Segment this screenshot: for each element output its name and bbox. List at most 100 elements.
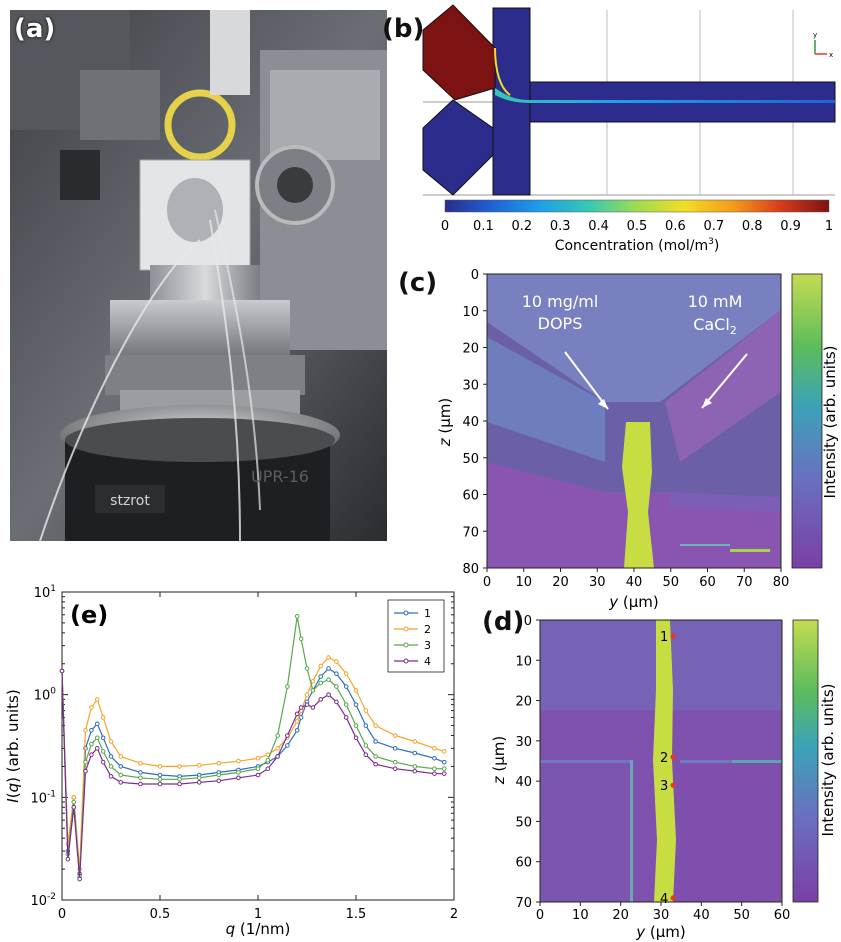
series-1-point-33: [432, 755, 437, 761]
series-2-point-8: [108, 739, 114, 744]
map-d-y-tick-7: 70: [515, 896, 532, 911]
map-c-y-tick-2: 20: [462, 342, 479, 357]
series-2-point-24: [318, 663, 324, 669]
series-4-point-4: [83, 768, 88, 774]
map-c-y-tick-0: 0: [471, 268, 479, 283]
experiment-photo-illustration: stzrot UPR-16: [10, 10, 387, 541]
series-4-point-5: [89, 752, 94, 758]
concentration-label: Concentration (mol/m3): [555, 237, 720, 254]
series-3-point-27: [343, 702, 349, 707]
series-2-point-18: [275, 746, 280, 751]
stage-label-stzrot: stzrot: [110, 493, 150, 509]
series-1-point-27: [343, 684, 349, 689]
series-1-point-30: [373, 739, 378, 744]
map-d-y-label: z (μm): [490, 736, 508, 786]
concentration-tick-4: 0.4: [588, 219, 609, 234]
chart-ticks: 0 0.5 1 1.5 2 10-2 10-1 100 101: [30, 584, 458, 922]
series-4-point-21: [298, 705, 304, 710]
chart-y-tick-3: 101: [34, 584, 56, 601]
map-c-x-tick-8: 80: [773, 575, 790, 590]
series-4-point-29: [363, 752, 369, 758]
series-4-point-23: [310, 705, 316, 710]
intensity-map-c: 10 mg/ml DOPS 10 mM CaCl2 0 10 20 30 40 50 60 7…: [436, 268, 839, 611]
series-1-point-21: [298, 715, 304, 720]
map-d-x-tick-3: 30: [653, 908, 670, 923]
concentration-colorbar: [444, 199, 830, 213]
legend-label-1: 1: [424, 607, 431, 620]
map-c-colorbar: [791, 273, 823, 569]
series-4-point-14: [216, 778, 222, 784]
series-4-point-18: [275, 754, 280, 759]
series-2-point-27: [343, 671, 349, 677]
legend-marker-3: [403, 642, 409, 648]
series-1-point-26: [334, 671, 339, 677]
map-c-y-tick-1: 10: [462, 305, 479, 320]
series-2-point-5: [89, 705, 94, 710]
chart-x-tick-0: 0: [58, 907, 66, 922]
map-d-y-tick-5: 50: [515, 815, 532, 830]
series-2-point-22: [304, 692, 310, 697]
annotation-dops-name: DOPS: [538, 314, 583, 333]
series-3-point-9: [118, 772, 124, 778]
series-3-point-19: [285, 684, 290, 689]
series-1-point-29: [363, 723, 369, 728]
map-c-y-tick-7: 70: [462, 525, 479, 540]
series-3-point-6: [94, 735, 100, 741]
chart-x-tick-3: 1.5: [346, 907, 367, 922]
legend-label-4: 4: [424, 655, 431, 668]
panel-label-e: (e): [70, 601, 108, 629]
series-4-point-6: [94, 746, 100, 751]
series-4-point-15: [236, 775, 241, 781]
series-2-point-12: [177, 764, 182, 769]
series-3-point-11: [157, 776, 163, 782]
series-1-point-24: [318, 674, 324, 679]
map-c-x-tick-5: 50: [662, 575, 679, 590]
series-2-point-6: [94, 697, 100, 702]
map-d-y-tick-4: 40: [515, 775, 532, 790]
series-1-point-9: [118, 764, 124, 769]
map-c-y-ticks: 0 10 20 30 40 50 60 70 80: [462, 268, 487, 577]
series-3-point-31: [392, 759, 398, 765]
series-4-point-27: [343, 715, 349, 720]
series-2-point-28: [353, 688, 359, 693]
series-3-point-13: [196, 775, 202, 781]
series-4-point-33: [432, 771, 437, 776]
series-2-point-15: [236, 758, 241, 764]
series-3-point-10: [138, 775, 143, 781]
map-c-x-tick-6: 60: [699, 575, 716, 590]
series-3-point-17: [265, 757, 271, 763]
chart-y-tick-2: 100: [34, 687, 57, 704]
series-4-point-9: [118, 780, 124, 785]
concentration-tick-7: 0.7: [703, 219, 724, 234]
series-3-point-32: [412, 764, 418, 769]
series-2-point-14: [216, 760, 222, 766]
x-axis-glyph-label: x: [829, 51, 833, 59]
map-c-y-tick-8: 80: [462, 562, 479, 577]
series-4-point-7: [100, 759, 106, 765]
series-3-point-7: [100, 749, 106, 754]
map-c-y-label: z (μm): [436, 398, 454, 448]
chart-x-tick-4: 2: [450, 907, 458, 922]
map-d-x-label: y (μm): [635, 923, 686, 941]
map-c-x-tick-1: 10: [515, 575, 532, 590]
legend-marker-4: [403, 658, 409, 664]
sample-point-label-2: 2: [660, 751, 668, 766]
series-1-point-5: [89, 727, 94, 733]
map-c-x-tick-0: 0: [483, 575, 491, 590]
concentration-ticks: 0 0.1 0.2 0.3 0.4 0.5 0.6 0.7 0.8 0.9 1: [441, 219, 833, 234]
sample-point-label-4: 4: [660, 892, 668, 907]
series-4-point-22: [304, 702, 310, 707]
map-c-x-label: y (μm): [608, 593, 659, 611]
map-d-x-tick-5: 50: [733, 908, 750, 923]
series-1-point-32: [412, 750, 418, 756]
concentration-tick-9: 0.9: [780, 219, 801, 234]
series-4-point-1: [65, 856, 71, 862]
map-c-x-tick-3: 30: [589, 575, 606, 590]
concentration-tick-10: 1: [825, 219, 833, 234]
series-3-point-33: [432, 766, 437, 772]
series-4-point-3: [77, 876, 82, 882]
map-d-y-tick-1: 10: [515, 654, 532, 669]
series-3-point-25: [326, 677, 331, 682]
annotation-dops-concentration: 10 mg/ml: [522, 292, 599, 311]
concentration-tick-8: 0.8: [742, 219, 763, 234]
